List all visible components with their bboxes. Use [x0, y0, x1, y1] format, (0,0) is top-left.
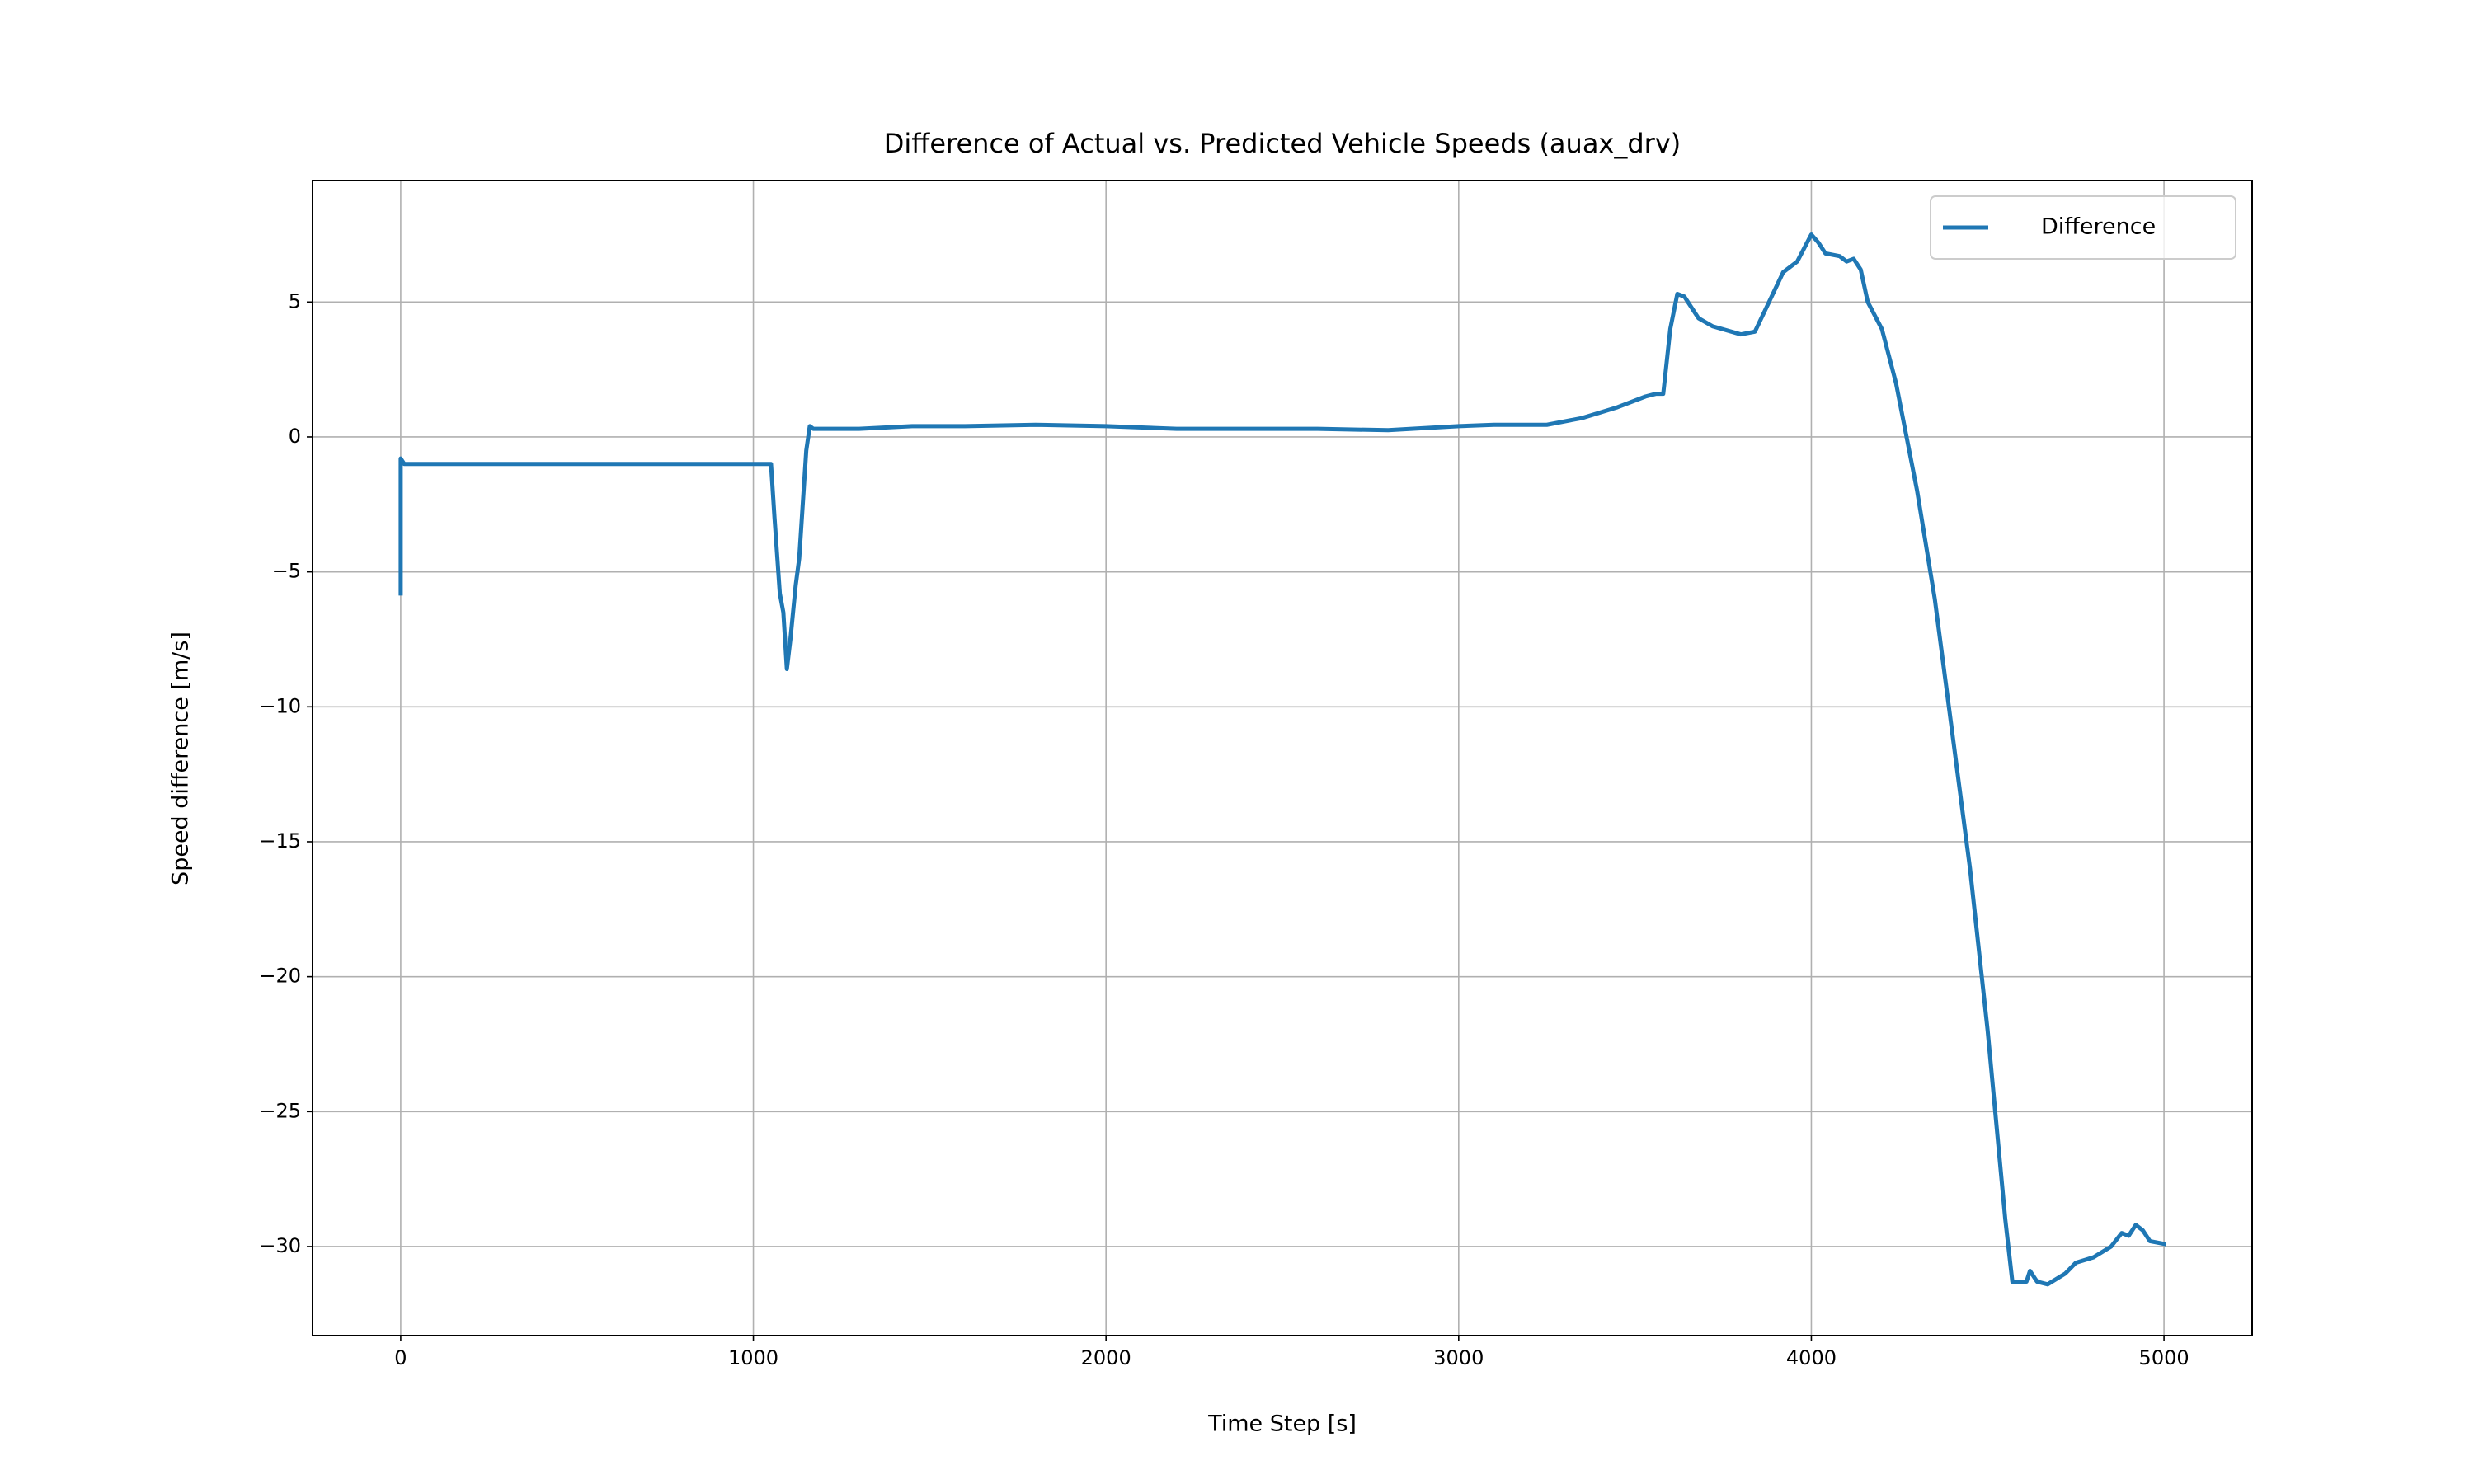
y-tick-label: −30 [259, 1234, 301, 1257]
y-tick-label: −10 [259, 694, 301, 717]
legend-box [1930, 195, 2236, 260]
x-tick-label: 5000 [2139, 1346, 2189, 1369]
y-tick-label: 5 [289, 289, 301, 312]
x-axis-label: Time Step [s] [1207, 1411, 1357, 1437]
data-line [398, 232, 2167, 1287]
y-tick-label: 0 [289, 425, 301, 448]
x-tick-label: 3000 [1433, 1346, 1484, 1369]
x-tick-label: 2000 [1081, 1346, 1131, 1369]
plot-frame [312, 180, 2253, 1336]
x-tick-label: 0 [394, 1346, 407, 1369]
y-tick-label: −5 [272, 560, 301, 583]
legend-label: Difference [2041, 214, 2156, 240]
chart-title: Difference of Actual vs. Predicted Vehic… [884, 128, 1681, 159]
y-tick-label: −20 [259, 965, 301, 988]
y-tick-label: −15 [259, 829, 301, 852]
y-axis-label: Speed difference [m/s] [168, 632, 194, 885]
y-tick-label: −25 [259, 1099, 301, 1122]
x-tick-label: 1000 [728, 1346, 778, 1369]
x-tick-label: 4000 [1786, 1346, 1837, 1369]
